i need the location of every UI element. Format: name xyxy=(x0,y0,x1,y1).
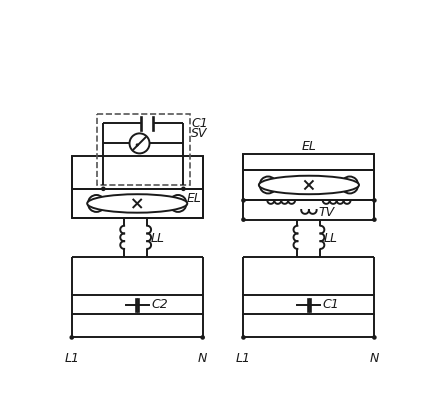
Bar xyxy=(97,115,190,185)
Text: EL: EL xyxy=(301,140,316,152)
Bar xyxy=(72,157,203,190)
Circle shape xyxy=(70,335,74,340)
Circle shape xyxy=(200,335,205,340)
Circle shape xyxy=(181,187,186,192)
Circle shape xyxy=(88,195,105,212)
Text: SV: SV xyxy=(191,127,208,140)
Text: N: N xyxy=(370,351,379,364)
Bar xyxy=(243,155,375,170)
Circle shape xyxy=(169,195,187,212)
Text: TV: TV xyxy=(318,206,334,218)
Bar xyxy=(270,180,347,191)
Text: C1: C1 xyxy=(323,298,340,311)
Text: C2: C2 xyxy=(151,298,168,311)
Circle shape xyxy=(143,202,147,206)
Circle shape xyxy=(260,177,276,194)
Bar xyxy=(72,295,203,315)
Text: L1: L1 xyxy=(236,351,251,364)
Circle shape xyxy=(372,335,377,340)
Bar xyxy=(243,170,375,201)
Text: N: N xyxy=(198,351,207,364)
Circle shape xyxy=(372,199,377,203)
Bar xyxy=(72,190,203,218)
Circle shape xyxy=(315,184,318,187)
Ellipse shape xyxy=(87,195,187,213)
Text: LL: LL xyxy=(150,231,164,244)
Circle shape xyxy=(241,335,246,340)
Text: C1: C1 xyxy=(191,116,208,129)
Bar xyxy=(243,295,375,315)
Ellipse shape xyxy=(259,176,359,195)
Circle shape xyxy=(372,218,377,222)
Text: EL: EL xyxy=(186,192,201,204)
Circle shape xyxy=(341,177,358,194)
Text: LL: LL xyxy=(323,231,338,244)
Text: L1: L1 xyxy=(64,351,79,364)
Circle shape xyxy=(241,199,246,203)
Circle shape xyxy=(136,144,139,147)
Circle shape xyxy=(241,218,246,222)
Circle shape xyxy=(101,187,106,192)
Circle shape xyxy=(129,134,150,154)
